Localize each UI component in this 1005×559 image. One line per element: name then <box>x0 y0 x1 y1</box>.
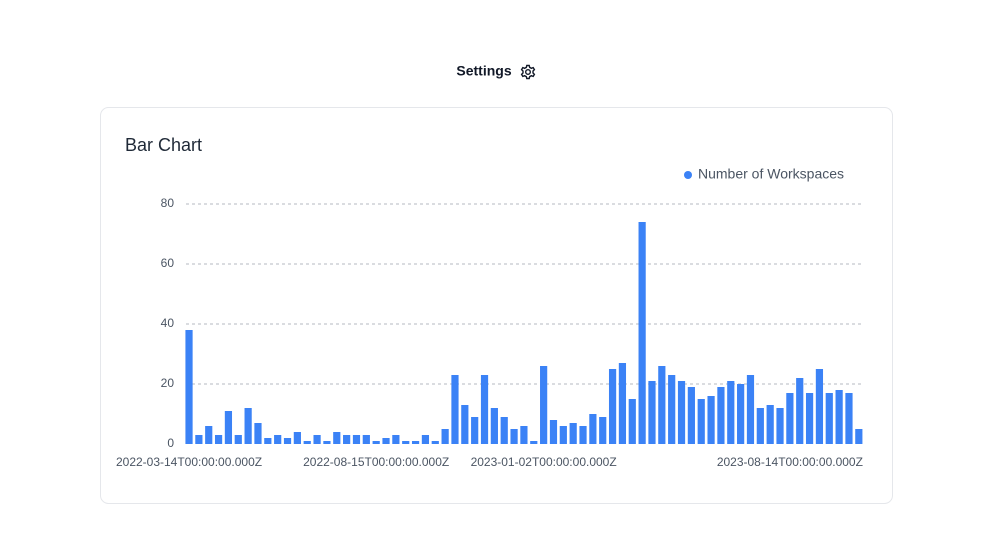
bar <box>411 441 420 444</box>
bar <box>421 435 430 444</box>
bar <box>234 435 242 444</box>
bar <box>835 390 843 444</box>
bar <box>628 399 636 444</box>
settings-label[interactable]: Settings <box>456 63 511 79</box>
bar <box>185 330 193 444</box>
bar <box>608 369 617 444</box>
y-tick-label: 60 <box>161 256 175 270</box>
bar <box>254 423 262 444</box>
bar <box>274 435 282 444</box>
bar <box>549 420 558 444</box>
bar <box>668 375 676 444</box>
x-tick-label: 2023-01-02T00:00:00.000Z <box>471 455 617 469</box>
bar <box>559 426 567 444</box>
bar <box>599 417 607 444</box>
bar <box>214 435 223 444</box>
bar <box>510 429 518 444</box>
bar <box>343 435 351 444</box>
legend-label[interactable]: Number of Workspaces <box>698 166 844 182</box>
bar <box>658 366 666 444</box>
bar <box>293 432 301 444</box>
bar <box>431 441 439 444</box>
x-tick-label: 2023-08-14T00:00:00.000Z <box>717 455 863 469</box>
bar <box>480 375 489 444</box>
y-tick-label: 80 <box>161 196 175 210</box>
bar <box>746 375 755 444</box>
bar <box>362 435 370 444</box>
bar <box>677 381 686 444</box>
settings-gear[interactable] <box>520 64 536 80</box>
bar <box>825 393 833 444</box>
y-tick-label: 20 <box>161 376 175 390</box>
bar <box>707 396 715 444</box>
bar <box>756 408 764 444</box>
bar <box>382 438 390 444</box>
bar <box>855 429 863 444</box>
bar <box>727 381 735 444</box>
bar <box>333 432 341 444</box>
bar <box>805 393 814 444</box>
bar <box>471 417 479 444</box>
bar <box>303 441 311 444</box>
bar <box>461 405 469 444</box>
bar <box>441 429 449 444</box>
bar <box>638 222 646 444</box>
bar <box>697 399 705 444</box>
bar <box>687 387 695 444</box>
x-tick-label: 2022-08-15T00:00:00.000Z <box>303 455 449 469</box>
bar <box>451 375 459 444</box>
bar <box>766 405 774 444</box>
y-tick-label: 40 <box>161 316 175 330</box>
bar <box>244 408 252 444</box>
bar <box>490 408 498 444</box>
bar <box>402 441 410 444</box>
bar <box>815 369 824 444</box>
bar <box>520 426 528 444</box>
bar <box>264 438 272 444</box>
bar <box>717 387 725 444</box>
bar <box>845 393 853 444</box>
bar <box>579 426 587 444</box>
bar <box>205 426 213 444</box>
chart-title: Bar Chart <box>125 135 202 155</box>
legend-marker <box>684 171 692 179</box>
bar <box>540 366 548 444</box>
bar <box>776 408 784 444</box>
bar <box>589 414 597 444</box>
bar <box>392 435 400 444</box>
bar <box>313 435 321 444</box>
bar <box>786 393 794 444</box>
bar <box>796 378 804 444</box>
bar <box>283 438 292 444</box>
bar <box>195 435 203 444</box>
bar <box>352 435 361 444</box>
bar <box>372 441 380 444</box>
bar <box>530 441 538 444</box>
bar <box>618 363 627 444</box>
bar <box>500 417 508 444</box>
x-tick-label: 2022-03-14T00:00:00.000Z <box>116 455 262 469</box>
bar <box>569 423 577 444</box>
bar <box>737 384 745 444</box>
bar <box>648 381 656 444</box>
bar <box>323 441 331 444</box>
y-tick-label: 0 <box>167 436 174 450</box>
bar <box>224 411 233 444</box>
